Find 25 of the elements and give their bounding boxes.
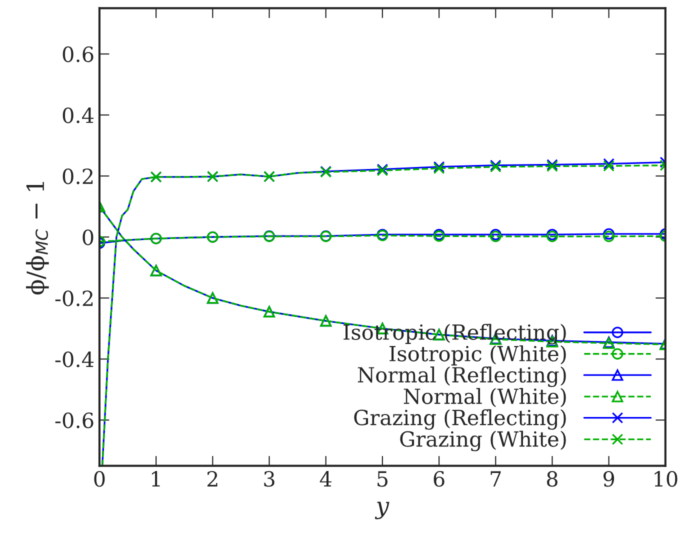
x-tick-label: 7: [490, 471, 501, 486]
x-tick-label: 1: [152, 471, 160, 486]
y-tick-label: -0.2: [55, 290, 93, 306]
legend-label: Grazing (Reflecting): [354, 409, 566, 430]
x-tick-label: 4: [320, 471, 332, 486]
legend-label: Grazing (White): [400, 430, 566, 452]
x-tick-label: 0: [94, 471, 105, 487]
x-tick-label: 3: [264, 471, 274, 487]
y-tick-label: 0.2: [62, 168, 93, 184]
y-tick-label: 0.6: [62, 46, 94, 62]
legend-label: Normal (Reflecting): [358, 366, 566, 388]
y-axis-title: ϕ/ϕ$_{MC}$ − 1: [26, 182, 49, 294]
x-axis-title: y: [374, 502, 390, 520]
x-tick-label: 10: [654, 471, 678, 487]
x-tick-label: 9: [604, 471, 614, 487]
legend-label: Normal (White): [404, 388, 566, 408]
legend-label: Isotropic (White): [390, 345, 566, 366]
y-tick-label: 0: [82, 229, 94, 246]
y-tick-label: -0.4: [55, 351, 94, 368]
y-tick-label: -0.6: [55, 412, 94, 428]
x-tick-label: 8: [546, 471, 558, 487]
x-tick-label: 6: [434, 471, 444, 487]
x-tick-label: 2: [207, 471, 218, 486]
y-tick-label: 0.4: [62, 107, 94, 124]
x-tick-label: 5: [378, 471, 388, 487]
